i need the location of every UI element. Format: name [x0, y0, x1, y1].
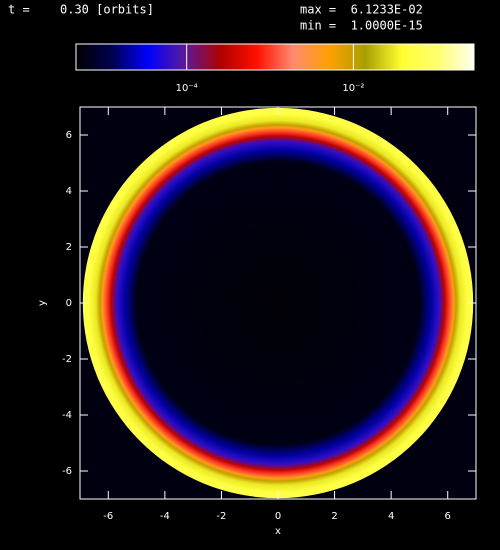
y-tick-label: 0 — [66, 298, 72, 309]
y-tick-label: -4 — [62, 410, 72, 421]
x-tick-label: 6 — [445, 511, 451, 522]
y-tick-label: 4 — [66, 186, 72, 197]
y-tick-label: -6 — [62, 466, 72, 477]
x-tick-label: -2 — [216, 511, 226, 522]
x-tick-label: 4 — [388, 511, 394, 522]
x-tick-label: 0 — [275, 511, 281, 522]
x-tick-label: 2 — [331, 511, 337, 522]
time: 0.30 [orbits] — [60, 3, 154, 17]
max: max = 6.1233E-02 — [300, 3, 423, 17]
x-tick-label: -4 — [160, 511, 170, 522]
y-tick-label: 2 — [66, 242, 72, 253]
time-label: t = — [8, 3, 30, 17]
y-label: y — [37, 300, 48, 306]
y-tick-label: -2 — [62, 354, 72, 365]
colorbar-tick-label: 10⁻⁴ — [176, 83, 198, 94]
min: min = 1.0000E-15 — [300, 19, 423, 33]
disk — [82, 107, 474, 499]
colorbar — [75, 43, 475, 71]
x-label: x — [275, 526, 281, 537]
colorbar-tick-label: 10⁻² — [342, 83, 364, 94]
y-tick-label: 6 — [66, 130, 72, 141]
x-tick-label: -6 — [103, 511, 113, 522]
